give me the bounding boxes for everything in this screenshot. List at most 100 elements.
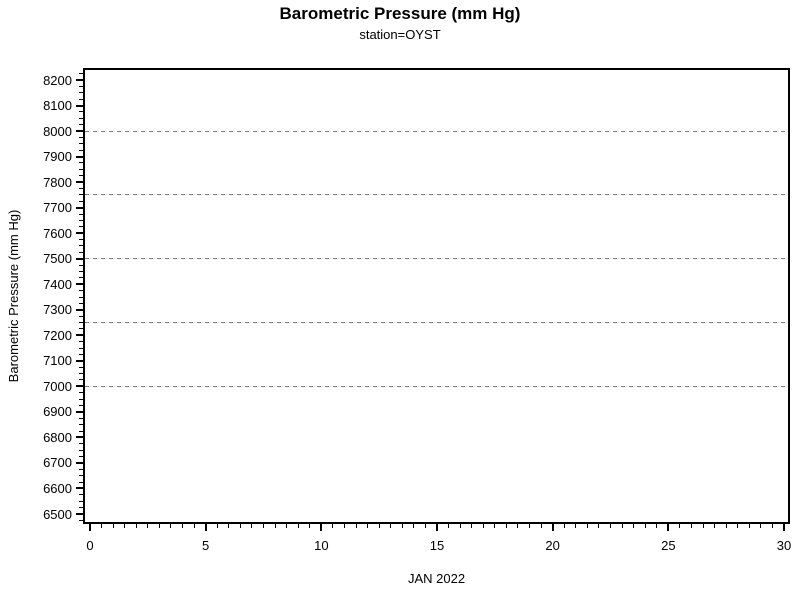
y-major-tick: [76, 308, 83, 311]
x-minor-tick: [147, 524, 149, 528]
y-minor-tick: [79, 328, 83, 330]
y-major-tick: [76, 257, 83, 260]
y-minor-tick: [79, 500, 83, 502]
x-minor-tick: [216, 524, 218, 528]
y-tick-label: 7800: [43, 174, 72, 190]
y-tick-label: 7700: [43, 200, 72, 216]
y-tick-label: 7600: [43, 225, 72, 241]
x-tick-label: 15: [429, 538, 445, 553]
x-major-tick: [89, 524, 91, 531]
x-minor-tick: [239, 524, 241, 528]
y-minor-tick: [79, 519, 83, 521]
x-minor-tick: [540, 524, 542, 528]
y-major-tick: [76, 359, 83, 362]
x-minor-tick: [702, 524, 704, 528]
x-minor-tick: [448, 524, 450, 528]
y-minor-tick: [79, 296, 83, 298]
y-minor-tick: [79, 85, 83, 87]
x-minor-tick: [771, 524, 773, 528]
y-tick-label: 7900: [43, 149, 72, 165]
y-minor-tick: [79, 424, 83, 426]
chart-title: Barometric Pressure (mm Hg): [279, 4, 521, 23]
x-tick-label: 5: [202, 538, 210, 553]
y-minor-tick: [79, 405, 83, 406]
y-minor-tick: [79, 117, 83, 119]
reference-gridline: [85, 194, 788, 196]
y-major-tick: [76, 487, 83, 490]
y-major-tick: [76, 181, 83, 184]
y-minor-tick: [79, 124, 83, 126]
x-tick-label: 30: [776, 538, 792, 553]
reference-gridline: [85, 258, 788, 260]
y-tick-label: 8100: [43, 98, 72, 114]
y-minor-tick: [79, 456, 83, 458]
y-minor-tick: [79, 392, 83, 394]
y-minor-tick: [79, 168, 83, 170]
y-major-tick: [76, 410, 83, 413]
x-minor-tick: [309, 524, 311, 528]
y-minor-tick: [79, 226, 83, 228]
y-minor-tick: [79, 449, 83, 451]
y-minor-tick: [79, 475, 83, 477]
x-minor-tick: [760, 524, 762, 528]
x-minor-tick: [401, 524, 403, 528]
x-minor-tick: [610, 524, 611, 528]
y-minor-tick: [79, 468, 83, 470]
x-minor-tick: [228, 524, 230, 528]
y-minor-tick: [79, 143, 83, 145]
y-major-tick: [76, 130, 83, 133]
x-major-tick: [667, 524, 670, 531]
x-minor-tick: [158, 524, 160, 528]
x-major-tick: [551, 524, 554, 531]
y-minor-tick: [79, 149, 83, 151]
chart-subtitle: station=OYST: [359, 27, 441, 42]
reference-gridline: [85, 130, 788, 132]
x-minor-tick: [586, 524, 588, 528]
y-tick-label: 7400: [43, 276, 72, 292]
y-minor-tick: [79, 379, 83, 381]
y-minor-tick: [79, 494, 83, 496]
y-minor-tick: [79, 398, 83, 400]
x-major-tick: [204, 524, 207, 531]
y-tick-label: 6500: [43, 506, 72, 522]
y-minor-tick: [79, 481, 83, 483]
x-minor-tick: [355, 524, 357, 528]
y-tick-label: 7100: [43, 353, 72, 369]
x-minor-tick: [182, 524, 184, 528]
y-tick-label: 8200: [43, 72, 72, 88]
y-minor-tick: [79, 213, 83, 215]
y-major-tick: [76, 385, 83, 388]
x-minor-tick: [737, 524, 739, 528]
plot-area: 6500 6600 6700 6800 6900 7000 7100 7200 7300 7400…: [43, 68, 791, 553]
x-minor-tick: [690, 524, 692, 528]
x-minor-tick: [112, 524, 114, 528]
x-minor-tick: [633, 524, 635, 528]
y-minor-tick: [79, 245, 83, 247]
y-minor-tick: [79, 315, 83, 317]
y-tick-label: 6800: [43, 429, 72, 445]
y-minor-tick: [79, 219, 83, 221]
x-minor-tick: [124, 524, 126, 528]
x-minor-tick: [424, 524, 426, 528]
x-minor-tick: [101, 524, 103, 528]
x-tick-label: 0: [86, 538, 94, 553]
x-minor-tick: [135, 524, 137, 528]
y-tick-label: 8000: [43, 123, 72, 139]
x-minor-tick: [494, 524, 496, 528]
x-minor-tick: [748, 524, 750, 528]
y-major-tick: [76, 283, 83, 286]
y-major-tick: [76, 155, 83, 158]
x-minor-tick: [413, 524, 415, 528]
y-tick-label: 7200: [43, 327, 72, 343]
y-major-tick: [76, 461, 83, 464]
x-minor-tick: [644, 524, 646, 528]
y-minor-tick: [79, 98, 83, 100]
y-minor-tick: [79, 136, 83, 138]
x-minor-tick: [529, 524, 531, 528]
x-tick-label: 25: [661, 538, 676, 553]
y-minor-tick: [79, 302, 83, 304]
x-major-tick: [436, 524, 438, 531]
x-minor-tick: [297, 524, 299, 528]
x-minor-tick: [459, 524, 461, 528]
y-minor-tick: [79, 239, 83, 241]
